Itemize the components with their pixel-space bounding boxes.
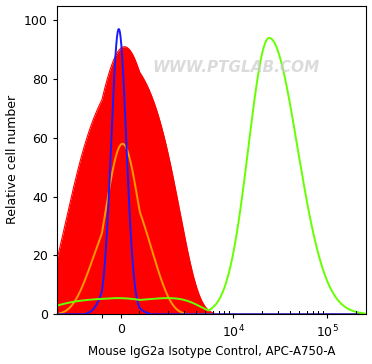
X-axis label: Mouse IgG2a Isotype Control, APC-A750-A: Mouse IgG2a Isotype Control, APC-A750-A (88, 345, 336, 359)
Y-axis label: Relative cell number: Relative cell number (6, 95, 19, 225)
Text: WWW.PTGLAB.COM: WWW.PTGLAB.COM (153, 60, 320, 75)
